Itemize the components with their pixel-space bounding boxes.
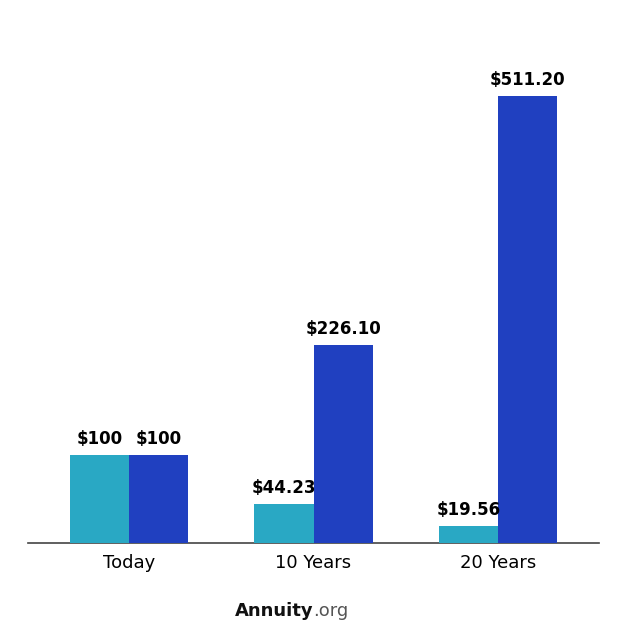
Bar <box>255 504 314 543</box>
Bar <box>439 526 498 543</box>
Text: $19.56: $19.56 <box>436 500 500 519</box>
Text: $511.20: $511.20 <box>490 71 566 90</box>
Bar <box>70 456 129 543</box>
Text: $44.23: $44.23 <box>251 479 316 497</box>
Text: $226.10: $226.10 <box>305 321 381 338</box>
Bar <box>129 456 188 543</box>
Bar <box>498 97 557 543</box>
Text: $100: $100 <box>76 430 122 449</box>
Text: $100: $100 <box>135 430 182 449</box>
Bar <box>314 345 372 543</box>
Text: Annuity: Annuity <box>235 602 314 620</box>
Text: .org: .org <box>314 602 349 620</box>
